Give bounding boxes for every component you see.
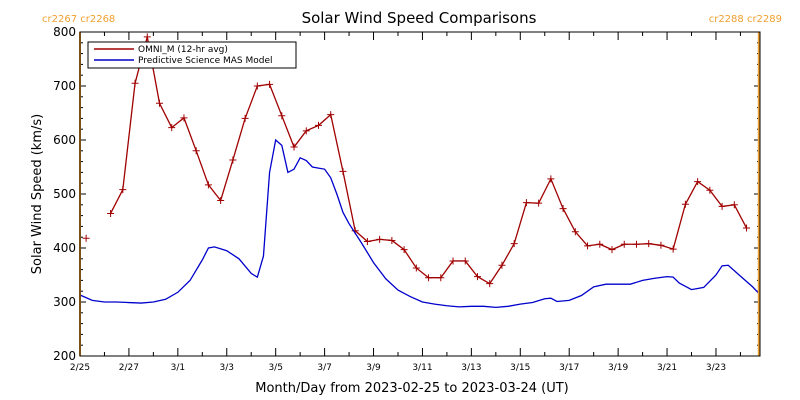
data-point	[290, 143, 298, 151]
data-point	[192, 147, 200, 155]
data-point	[266, 80, 274, 88]
data-point	[302, 127, 310, 135]
data-point	[730, 201, 738, 209]
data-point	[486, 280, 494, 288]
series-layer	[79, 33, 760, 309]
data-point	[596, 240, 604, 248]
y-tick-label: 300	[53, 295, 76, 309]
data-point	[608, 246, 616, 254]
x-tick-label: 3/3	[220, 363, 234, 373]
data-point	[571, 228, 579, 236]
x-tick-label: 3/5	[268, 363, 282, 373]
series-1	[79, 138, 760, 309]
carrington-rotation-lines	[79, 32, 760, 356]
data-point	[645, 240, 653, 248]
data-point	[400, 246, 408, 254]
x-tick-label: 3/19	[608, 363, 628, 373]
x-tick-label: 3/15	[510, 363, 530, 373]
data-point	[278, 112, 286, 120]
data-point	[180, 114, 188, 122]
data-point	[632, 240, 640, 248]
data-point	[657, 241, 665, 249]
carrington-label: cr2267 cr2268	[42, 14, 115, 25]
series-line	[109, 36, 748, 285]
x-tick-label: 3/11	[412, 363, 432, 373]
chart-title: Solar Wind Speed Comparisons	[302, 9, 537, 27]
data-point	[229, 156, 237, 164]
data-point	[694, 178, 702, 186]
axis-ticks: 200 300 400 500 600 700 800 2/25 2/27 3/1 3/3 3/5 3/…	[53, 25, 760, 373]
x-tick-label: 2/25	[70, 363, 90, 373]
data-point	[681, 200, 689, 208]
x-tick-label: 3/23	[706, 363, 726, 373]
data-point	[449, 257, 457, 265]
x-tick-label: 3/9	[366, 363, 381, 373]
legend: OMNI_M (12-hr avg)Predictive Science MAS…	[87, 41, 297, 69]
x-tick-label: 3/21	[657, 363, 677, 373]
plot-frame	[79, 31, 761, 357]
data-point	[425, 274, 433, 282]
data-point	[376, 235, 384, 243]
data-point	[204, 181, 212, 189]
data-point	[241, 114, 249, 122]
data-point	[82, 234, 90, 242]
data-point	[522, 199, 530, 207]
y-tick-label: 400	[53, 241, 76, 255]
x-tick-label: 2/27	[119, 363, 139, 373]
data-point	[473, 273, 481, 281]
legend-box	[87, 41, 297, 69]
data-point	[437, 274, 445, 282]
y-tick-label: 700	[53, 79, 76, 93]
data-point	[363, 238, 371, 246]
data-point	[388, 236, 396, 244]
y-tick-label: 200	[53, 349, 76, 363]
data-point	[327, 111, 335, 119]
carrington-label: cr2288 cr2289	[709, 14, 782, 25]
legend-entry: Predictive Science MAS Model	[138, 56, 273, 66]
data-point	[217, 196, 225, 204]
x-tick-label: 3/13	[461, 363, 481, 373]
data-point	[498, 261, 506, 269]
data-point	[584, 242, 592, 250]
x-tick-label: 3/17	[559, 363, 579, 373]
series-0	[82, 33, 751, 288]
data-point	[535, 199, 543, 207]
carrington-rotation-labels: cr2267 cr2268 cr2288 cr2289	[42, 14, 782, 25]
data-point	[107, 209, 115, 217]
y-tick-label: 500	[53, 187, 76, 201]
data-point	[339, 167, 347, 175]
legend-entry: OMNI_M (12-hr avg)	[138, 45, 228, 55]
data-point	[743, 224, 751, 232]
y-tick-label: 800	[53, 25, 76, 39]
x-axis-title: Month/Day from 2023-02-25 to 2023-03-24 …	[255, 381, 568, 396]
y-axis-title: Solar Wind Speed (km/s)	[30, 114, 45, 274]
data-point	[155, 99, 163, 107]
data-point	[412, 264, 420, 272]
x-tick-label: 3/7	[317, 363, 331, 373]
data-point	[168, 124, 176, 132]
data-point	[620, 240, 628, 248]
data-point	[559, 205, 567, 213]
data-point	[510, 240, 518, 248]
data-point	[253, 82, 261, 90]
data-point	[461, 257, 469, 265]
data-point	[669, 245, 677, 253]
data-point	[131, 79, 139, 87]
data-point	[119, 186, 127, 194]
data-point	[143, 33, 151, 41]
series-line	[79, 138, 760, 309]
data-point	[547, 175, 555, 183]
data-point	[718, 202, 726, 210]
data-point	[314, 121, 322, 129]
x-tick-label: 3/1	[171, 363, 185, 373]
data-point	[706, 186, 714, 194]
y-tick-label: 600	[53, 133, 76, 147]
